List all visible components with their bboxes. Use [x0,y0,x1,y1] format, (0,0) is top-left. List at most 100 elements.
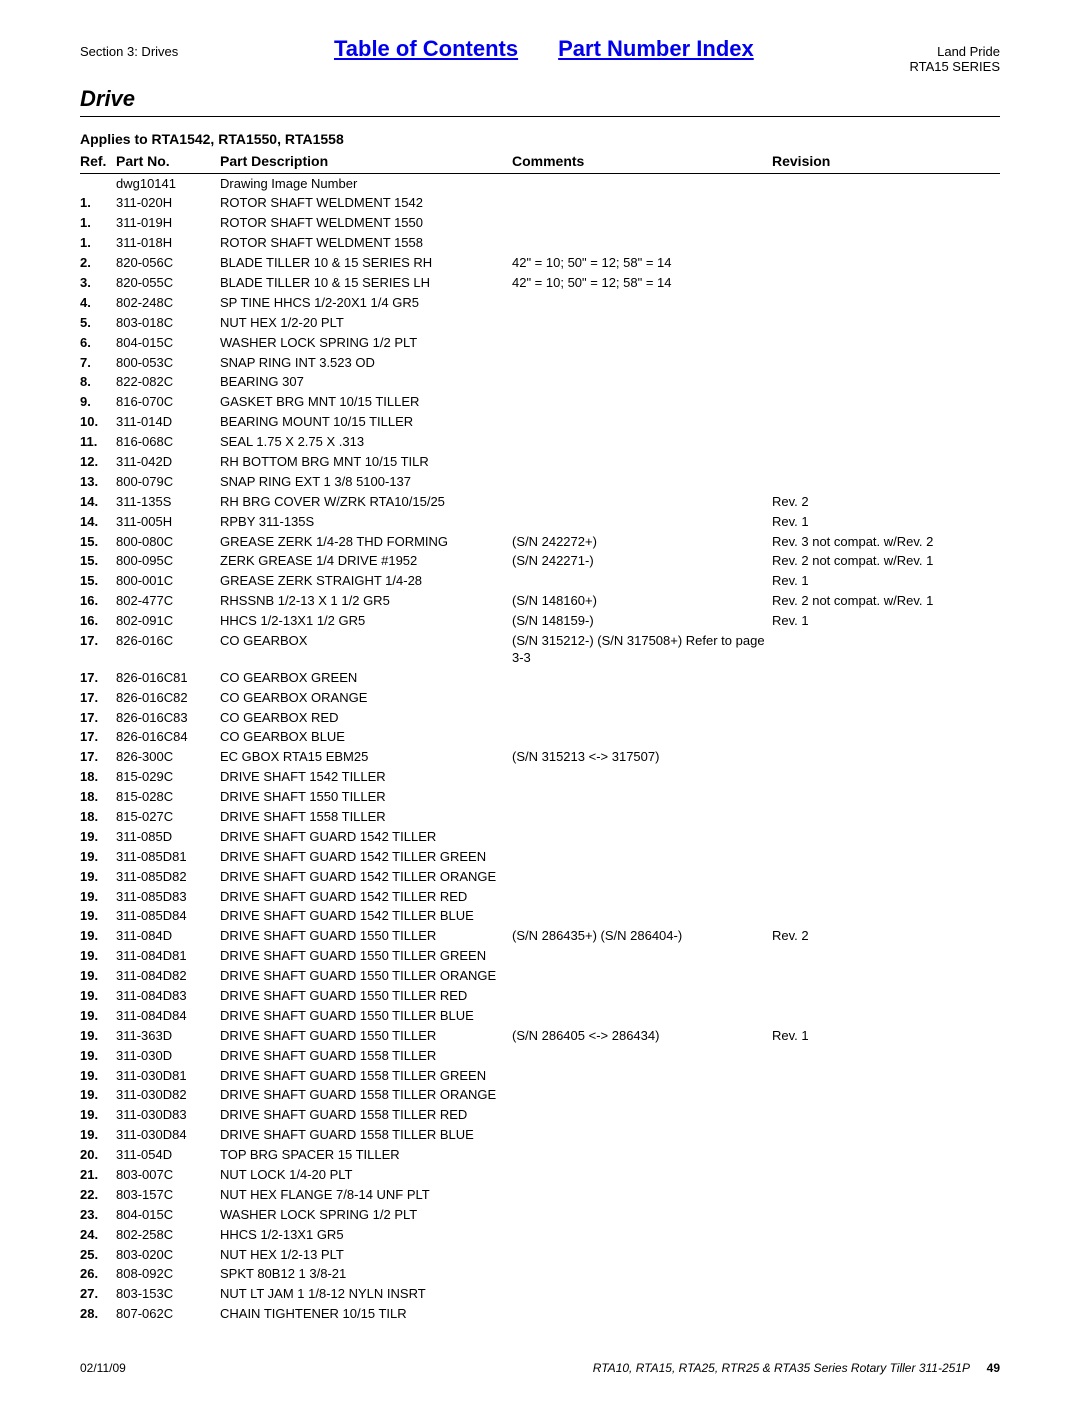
table-row: 17.826-016C82CO GEARBOX ORANGE [80,688,1000,708]
cell-partno: 311-020H [116,194,220,214]
page-header: Section 3: Drives Table of Contents Part… [80,36,1000,74]
table-row: 16.802-091CHHCS 1/2-13X1 1/2 GR5(S/N 148… [80,612,1000,632]
cell-ref: 17. [80,708,116,728]
cell-revision [772,1086,1000,1106]
table-row: 18.815-029CDRIVE SHAFT 1542 TILLER [80,768,1000,788]
cell-partno: 311-135S [116,492,220,512]
table-row: 19.311-085D82DRIVE SHAFT GUARD 1542 TILL… [80,867,1000,887]
cell-comments: (S/N 148160+) [512,592,772,612]
cell-ref: 13. [80,472,116,492]
cell-comments [512,293,772,313]
cell-comments [512,708,772,728]
cell-revision [772,234,1000,254]
table-row: 5.803-018CNUT HEX 1/2-20 PLT [80,313,1000,333]
cell-revision [772,273,1000,293]
cell-desc: CO GEARBOX ORANGE [220,688,512,708]
table-row: 15.800-080CGREASE ZERK 1/4-28 THD FORMIN… [80,532,1000,552]
table-row: 21.803-007CNUT LOCK 1/4-20 PLT [80,1166,1000,1186]
cell-partno: 311-085D82 [116,867,220,887]
col-comments: Comments [512,151,772,174]
cell-comments [512,393,772,413]
cell-partno: 808-092C [116,1265,220,1285]
cell-revision: Rev. 1 [772,1026,1000,1046]
cell-ref: 3. [80,273,116,293]
cell-comments [512,1066,772,1086]
cell-revision [772,1205,1000,1225]
cell-partno: 802-091C [116,612,220,632]
cell-desc: GREASE ZERK STRAIGHT 1/4-28 [220,572,512,592]
cell-partno: 311-084D [116,927,220,947]
cell-comments [512,492,772,512]
table-row: 19.311-030D83DRIVE SHAFT GUARD 1558 TILL… [80,1106,1000,1126]
cell-revision [772,1066,1000,1086]
cell-comments [512,452,772,472]
cell-desc: EC GBOX RTA15 EBM25 [220,748,512,768]
table-row: 13.800-079CSNAP RING EXT 1 3/8 5100-137 [80,472,1000,492]
cell-desc: GASKET BRG MNT 10/15 TILLER [220,393,512,413]
cell-ref: 21. [80,1166,116,1186]
table-row: 27.803-153CNUT LT JAM 1 1/8-12 NYLN INSR… [80,1285,1000,1305]
cell-revision [772,668,1000,688]
table-row: 19.311-084D84DRIVE SHAFT GUARD 1550 TILL… [80,1006,1000,1026]
cell-revision [772,373,1000,393]
cell-ref: 24. [80,1225,116,1245]
cell-desc: HHCS 1/2-13X1 GR5 [220,1225,512,1245]
cell-desc: WASHER LOCK SPRING 1/2 PLT [220,1205,512,1225]
cell-partno: 311-084D82 [116,967,220,987]
table-row: 3.820-055CBLADE TILLER 10 & 15 SERIES LH… [80,273,1000,293]
table-row: 28.807-062CCHAIN TIGHTENER 10/15 TILR [80,1305,1000,1325]
cell-partno: 311-084D81 [116,947,220,967]
cell-partno: 311-085D83 [116,887,220,907]
table-row: 23.804-015CWASHER LOCK SPRING 1/2 PLT [80,1205,1000,1225]
part-number-index-link[interactable]: Part Number Index [558,36,754,62]
cell-ref: 23. [80,1205,116,1225]
cell-revision [772,768,1000,788]
table-row: 14.311-005HRPBY 311-135SRev. 1 [80,512,1000,532]
cell-partno: 822-082C [116,373,220,393]
table-row: 1.311-018HROTOR SHAFT WELDMENT 1558 [80,234,1000,254]
cell-partno: 826-016C82 [116,688,220,708]
toc-link[interactable]: Table of Contents [334,36,518,62]
cell-desc: DRIVE SHAFT GUARD 1542 TILLER ORANGE [220,867,512,887]
cell-desc: RHSSNB 1/2-13 X 1 1/2 GR5 [220,592,512,612]
cell-comments [512,1146,772,1166]
cell-desc: Drawing Image Number [220,174,512,194]
cell-partno: 815-027C [116,808,220,828]
cell-desc: DRIVE SHAFT GUARD 1558 TILLER RED [220,1106,512,1126]
cell-ref: 6. [80,333,116,353]
cell-partno: 826-016C81 [116,668,220,688]
cell-partno: 816-070C [116,393,220,413]
cell-ref: 17. [80,748,116,768]
cell-partno: 804-015C [116,333,220,353]
cell-desc: DRIVE SHAFT 1558 TILLER [220,808,512,828]
cell-partno: dwg10141 [116,174,220,194]
cell-revision [772,293,1000,313]
section-label: Section 3: Drives [80,44,178,59]
cell-partno: 311-030D81 [116,1066,220,1086]
cell-ref: 16. [80,612,116,632]
cell-partno: 311-085D84 [116,907,220,927]
cell-desc: CO GEARBOX GREEN [220,668,512,688]
cell-comments [512,373,772,393]
cell-partno: 311-084D83 [116,987,220,1007]
cell-comments [512,214,772,234]
col-desc: Part Description [220,151,512,174]
table-row: 20.311-054DTOP BRG SPACER 15 TILLER [80,1146,1000,1166]
cell-revision [772,867,1000,887]
cell-comments [512,234,772,254]
table-row: 9.816-070CGASKET BRG MNT 10/15 TILLER [80,393,1000,413]
cell-partno: 311-085D81 [116,847,220,867]
cell-desc: CO GEARBOX RED [220,708,512,728]
table-row: 19.311-030D82DRIVE SHAFT GUARD 1558 TILL… [80,1086,1000,1106]
cell-partno: 816-068C [116,433,220,453]
cell-revision [772,1006,1000,1026]
cell-ref: 19. [80,1066,116,1086]
cell-comments [512,887,772,907]
cell-desc: CHAIN TIGHTENER 10/15 TILR [220,1305,512,1325]
col-revision: Revision [772,151,1000,174]
cell-desc: DRIVE SHAFT GUARD 1550 TILLER RED [220,987,512,1007]
cell-partno: 311-054D [116,1146,220,1166]
cell-comments [512,353,772,373]
cell-comments [512,788,772,808]
cell-desc: DRIVE SHAFT 1542 TILLER [220,768,512,788]
